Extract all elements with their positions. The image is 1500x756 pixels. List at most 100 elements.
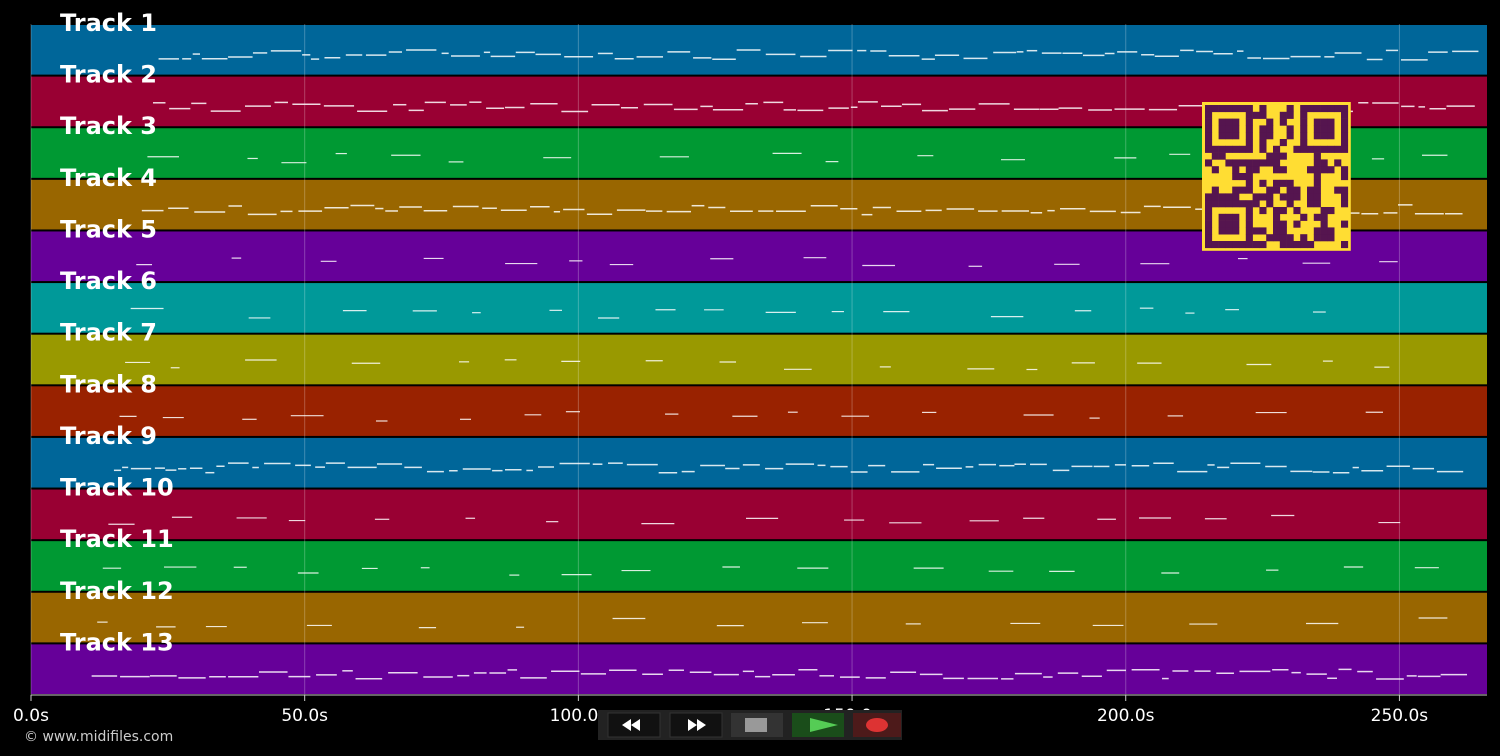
qr-cell: [1341, 105, 1349, 113]
qr-cell: [1239, 173, 1247, 181]
track-label: Track 5: [60, 215, 157, 243]
qr-cell: [1327, 132, 1335, 140]
qr-cell: [1252, 166, 1260, 174]
qr-cell: [1245, 186, 1253, 194]
qr-cell: [1205, 200, 1213, 208]
qr-cell: [1239, 145, 1247, 153]
qr-cell: [1245, 241, 1253, 249]
qr-cell: [1341, 125, 1349, 133]
rewind-button[interactable]: [607, 712, 661, 738]
qr-cell: [1232, 213, 1240, 221]
qr-cell: [1313, 173, 1321, 181]
qr-cell: [1225, 132, 1233, 140]
qr-cell: [1320, 207, 1328, 215]
qr-cell: [1293, 145, 1301, 153]
qr-cell: [1327, 145, 1335, 153]
qr-cell: [1286, 179, 1294, 187]
track-band: [31, 386, 1487, 436]
qr-cell: [1307, 193, 1315, 201]
qr-cell: [1225, 118, 1233, 126]
qr-cell: [1252, 159, 1260, 167]
qr-cell: [1313, 213, 1321, 221]
qr-cell: [1334, 159, 1342, 167]
qr-cell: [1266, 159, 1274, 167]
qr-cell: [1225, 159, 1233, 167]
qr-cell: [1320, 227, 1328, 235]
qr-cell: [1245, 234, 1253, 242]
qr-cell: [1327, 125, 1335, 133]
qr-cell: [1252, 200, 1260, 208]
qr-cell: [1252, 111, 1260, 119]
qr-cell: [1273, 213, 1281, 221]
qr-cell: [1232, 200, 1240, 208]
qr-cell: [1341, 132, 1349, 140]
qr-cell: [1293, 220, 1301, 228]
qr-cell: [1320, 159, 1328, 167]
qr-cell: [1313, 227, 1321, 235]
qr-cell: [1266, 125, 1274, 133]
qr-cell: [1313, 159, 1321, 167]
record-button[interactable]: [853, 713, 901, 737]
qr-cell: [1320, 125, 1328, 133]
qr-cell: [1320, 132, 1328, 140]
qr-cell: [1218, 105, 1226, 113]
qr-cell: [1245, 139, 1253, 147]
qr-cell: [1259, 241, 1267, 249]
qr-cell: [1205, 220, 1213, 228]
qr-cell: [1293, 207, 1301, 215]
qr-cell: [1286, 111, 1294, 119]
qr-cell: [1320, 234, 1328, 242]
qr-cell: [1279, 118, 1287, 126]
qr-cell: [1218, 213, 1226, 221]
qr-cell: [1341, 145, 1349, 153]
qr-cell: [1266, 234, 1274, 242]
qr-cell: [1239, 241, 1247, 249]
qr-cell: [1279, 227, 1287, 235]
qr-cell: [1307, 105, 1315, 113]
qr-cell: [1327, 105, 1335, 113]
qr-cell: [1245, 145, 1253, 153]
qr-cell: [1279, 166, 1287, 174]
qr-cell: [1225, 227, 1233, 235]
qr-cell: [1300, 145, 1308, 153]
qr-cell: [1279, 179, 1287, 187]
qr-cell: [1232, 227, 1240, 235]
qr-cell: [1286, 105, 1294, 113]
qr-cell: [1273, 186, 1281, 194]
qr-cell: [1266, 186, 1274, 194]
qr-cell: [1286, 200, 1294, 208]
qr-cell: [1205, 125, 1213, 133]
qr-cell: [1245, 207, 1253, 215]
qr-cell: [1218, 118, 1226, 126]
qr-cell: [1307, 166, 1315, 174]
qr-cell: [1259, 111, 1267, 119]
play-button[interactable]: [792, 713, 844, 737]
qr-cell: [1211, 152, 1219, 160]
qr-cell: [1320, 105, 1328, 113]
qr-cell: [1245, 213, 1253, 221]
qr-cell: [1327, 207, 1335, 215]
forward-button[interactable]: [669, 712, 723, 738]
qr-cell: [1245, 159, 1253, 167]
qr-cell: [1334, 145, 1342, 153]
qr-cell: [1245, 132, 1253, 140]
qr-cell: [1205, 139, 1213, 147]
qr-cell: [1225, 241, 1233, 249]
qr-cell: [1259, 179, 1267, 187]
qr-cell: [1300, 132, 1308, 140]
stop-button[interactable]: [731, 713, 783, 737]
qr-cell: [1279, 241, 1287, 249]
track-band: [31, 541, 1487, 591]
footer: © www.midifiles.com: [24, 729, 173, 745]
qr-cell: [1245, 179, 1253, 187]
qr-cell: [1273, 179, 1281, 187]
qr-cell: [1327, 166, 1335, 174]
qr-cell: [1307, 200, 1315, 208]
x-tick-label: 0.0s: [13, 706, 49, 726]
qr-cell: [1313, 145, 1321, 153]
qr-cell: [1259, 207, 1267, 215]
qr-cell: [1205, 207, 1213, 215]
track-label: Track 9: [60, 422, 157, 450]
qr-cell: [1279, 207, 1287, 215]
qr-cell: [1293, 186, 1301, 194]
